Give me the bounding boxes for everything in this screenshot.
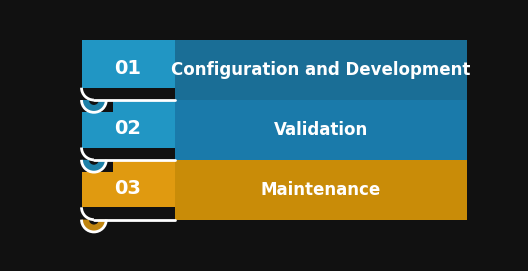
Text: 03: 03 xyxy=(115,179,142,198)
Bar xyxy=(174,40,467,100)
Text: Maintenance: Maintenance xyxy=(261,181,381,199)
Wedge shape xyxy=(81,100,106,112)
Bar xyxy=(174,160,467,220)
Bar xyxy=(81,160,174,207)
Wedge shape xyxy=(81,220,106,232)
Text: Validation: Validation xyxy=(274,121,368,139)
Bar xyxy=(81,214,112,232)
Bar xyxy=(81,100,174,147)
Text: 01: 01 xyxy=(115,59,142,78)
Bar xyxy=(174,100,467,160)
Text: 02: 02 xyxy=(115,119,142,138)
Bar xyxy=(81,154,112,172)
Text: Configuration and Development: Configuration and Development xyxy=(171,61,470,79)
Bar xyxy=(81,94,112,112)
Wedge shape xyxy=(81,160,106,172)
Bar xyxy=(81,40,174,88)
